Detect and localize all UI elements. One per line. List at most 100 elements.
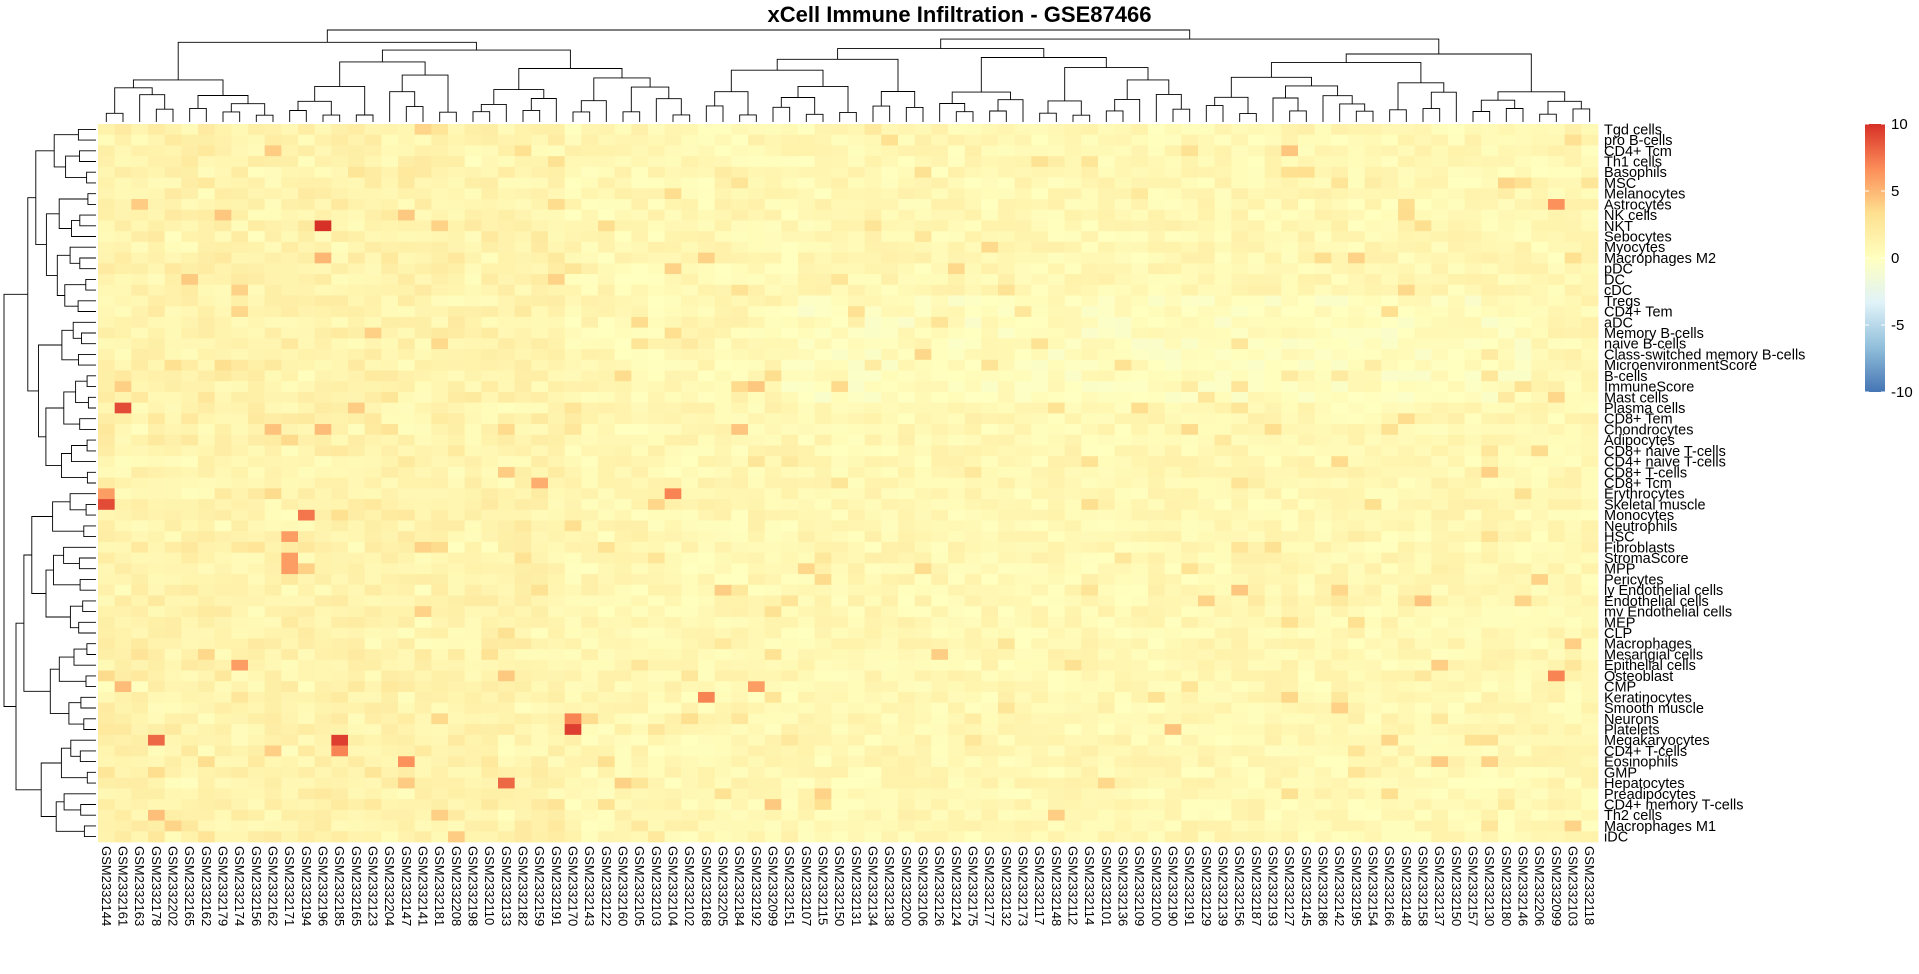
heatmap-cell xyxy=(131,563,149,575)
heatmap-cell xyxy=(1348,177,1366,189)
heatmap-cell xyxy=(1314,306,1332,318)
heatmap-cell xyxy=(164,145,182,157)
dendrogram-branch xyxy=(1039,112,1057,122)
heatmap-cell xyxy=(431,188,449,200)
heatmap-cell xyxy=(181,638,199,650)
heatmap-cell xyxy=(514,606,532,618)
heatmap-cell xyxy=(214,274,232,286)
heatmap-cell xyxy=(264,338,282,350)
heatmap-cell xyxy=(831,606,849,618)
heatmap-cell xyxy=(931,456,949,468)
heatmap-cell xyxy=(448,499,466,511)
heatmap-cell xyxy=(1431,413,1449,425)
heatmap-cell xyxy=(1348,402,1366,414)
dendrogram-branch xyxy=(472,111,491,122)
heatmap-cell xyxy=(198,477,216,489)
heatmap-cell xyxy=(631,649,649,661)
heatmap-cell xyxy=(414,595,432,607)
heatmap-cell xyxy=(1081,263,1099,275)
heatmap-cell xyxy=(181,274,199,286)
heatmap-cell xyxy=(464,606,482,618)
heatmap-cell xyxy=(1398,616,1416,629)
heatmap-cell xyxy=(1248,466,1266,479)
heatmap-cell xyxy=(1281,499,1299,511)
heatmap-cell xyxy=(898,338,916,350)
heatmap-cell xyxy=(1031,209,1049,221)
heatmap-cell xyxy=(464,670,482,682)
heatmap-cell xyxy=(548,466,566,479)
heatmap-cell xyxy=(764,166,782,178)
heatmap-cell xyxy=(231,263,249,275)
heatmap-cell xyxy=(514,424,532,436)
heatmap-cell xyxy=(981,327,999,339)
heatmap-cell xyxy=(1264,413,1282,425)
heatmap-cell xyxy=(348,274,366,286)
heatmap-cell xyxy=(848,499,866,511)
heatmap-cell xyxy=(614,541,632,554)
heatmap-cell xyxy=(1064,263,1082,275)
heatmap-cell xyxy=(1448,434,1466,446)
heatmap-cell xyxy=(664,134,682,146)
heatmap-cell xyxy=(731,413,749,425)
heatmap-cell xyxy=(214,584,232,596)
heatmap-cell xyxy=(898,424,916,436)
heatmap-cell xyxy=(998,541,1016,554)
heatmap-cell xyxy=(1281,477,1299,489)
heatmap-cell xyxy=(498,670,516,682)
heatmap-cell xyxy=(1081,531,1099,543)
heatmap-cell xyxy=(1098,638,1116,650)
heatmap-cell xyxy=(198,424,216,436)
heatmap-cell xyxy=(964,520,982,532)
heatmap-cell xyxy=(331,402,349,414)
heatmap-cell xyxy=(1131,370,1149,382)
heatmap-cell xyxy=(748,145,766,157)
heatmap-cell xyxy=(1381,413,1399,425)
heatmap-cell xyxy=(348,263,366,275)
heatmap-cell xyxy=(1448,316,1466,329)
heatmap-cell xyxy=(814,316,832,329)
heatmap-cell xyxy=(1181,134,1199,146)
heatmap-cell xyxy=(514,220,532,232)
heatmap-cell xyxy=(1131,284,1149,296)
heatmap-cell xyxy=(714,220,732,232)
heatmap-cell xyxy=(814,616,832,629)
heatmap-cell xyxy=(881,306,899,318)
heatmap-cell xyxy=(881,359,899,371)
heatmap-cell xyxy=(514,166,532,178)
heatmap-cell xyxy=(964,145,982,157)
heatmap-cell xyxy=(1214,606,1232,618)
heatmap-cell xyxy=(848,616,866,629)
heatmap-cell xyxy=(1431,627,1449,639)
heatmap-cell xyxy=(381,199,399,211)
heatmap-cell xyxy=(798,391,816,404)
heatmap-cell xyxy=(698,349,716,361)
heatmap-cell xyxy=(481,177,499,189)
heatmap-cell xyxy=(948,402,966,414)
heatmap-cell xyxy=(1431,263,1449,275)
heatmap-cell xyxy=(1014,563,1032,575)
heatmap-cell xyxy=(1198,434,1216,446)
heatmap-cell xyxy=(948,199,966,211)
heatmap-cell xyxy=(798,477,816,489)
heatmap-cell xyxy=(1064,220,1082,232)
heatmap-cell xyxy=(1198,520,1216,532)
heatmap-cell xyxy=(181,370,199,382)
heatmap-cell xyxy=(398,563,416,575)
heatmap-cell xyxy=(414,670,432,682)
heatmap-cell xyxy=(731,574,749,586)
heatmap-cell xyxy=(348,541,366,554)
heatmap-cell xyxy=(1048,327,1066,339)
heatmap-cell xyxy=(414,370,432,382)
heatmap-cell xyxy=(798,188,816,200)
heatmap-cell xyxy=(931,649,949,661)
heatmap-cell xyxy=(1431,166,1449,178)
heatmap-cell xyxy=(1581,156,1599,168)
heatmap-cell xyxy=(548,627,566,639)
heatmap-cell xyxy=(1548,574,1566,586)
heatmap-cell xyxy=(1364,659,1382,671)
heatmap-cell xyxy=(481,445,499,457)
heatmap-cell xyxy=(814,295,832,307)
heatmap-cell xyxy=(531,584,549,596)
heatmap-cell xyxy=(181,477,199,489)
heatmap-cell xyxy=(1381,177,1399,189)
